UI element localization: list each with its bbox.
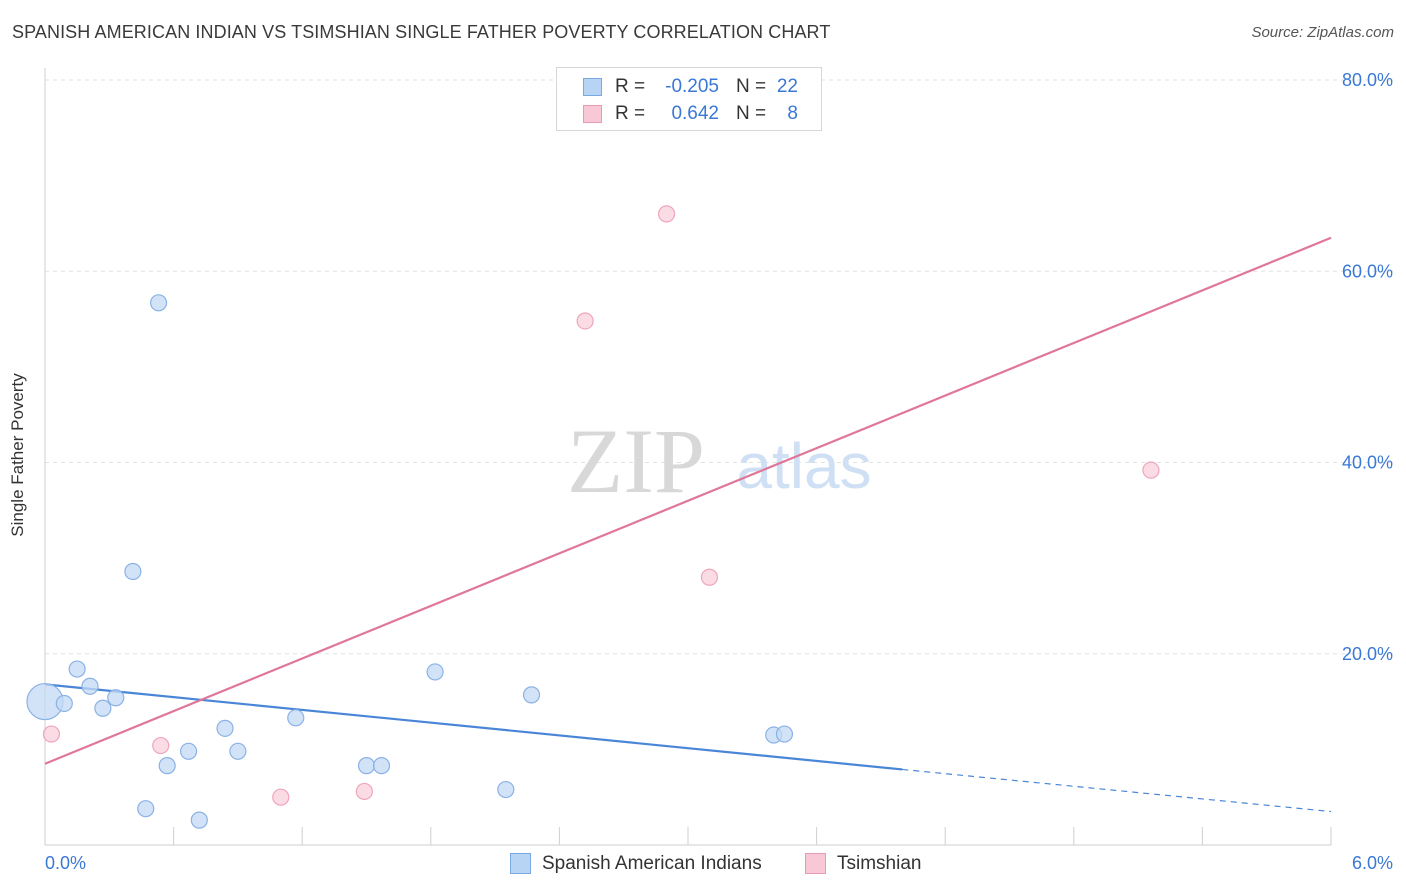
legend-r-value: 0.642	[671, 103, 719, 124]
data-point-spanish-american-indians	[775, 725, 794, 743]
legend-r-label: R =	[615, 76, 646, 97]
bottom-legend-swatch-blue	[510, 853, 531, 874]
legend-r-label: R =	[615, 103, 646, 124]
data-point-spanish-american-indians	[68, 660, 86, 678]
legend-n-value: 22	[776, 76, 798, 97]
legend-n-label: N =	[736, 76, 767, 97]
legend-n-value: 8	[787, 103, 798, 124]
bottom-legend-label: Spanish American Indians	[542, 853, 762, 874]
x-tick-label: 6.0%	[1352, 853, 1393, 873]
gridlines	[45, 79, 1395, 655]
legend-swatch-pink	[583, 105, 602, 123]
data-points	[26, 205, 1160, 829]
watermark-zip: ZIP	[567, 410, 705, 512]
trend-line-tsimshian	[44, 236, 1332, 765]
data-point-tsimshian	[152, 736, 170, 755]
data-point-tsimshian	[576, 312, 594, 330]
y-tick-label: 40.0%	[1342, 453, 1393, 473]
data-point-spanish-american-indians	[426, 663, 444, 681]
source-credit: Source: ZipAtlas.com	[1251, 24, 1394, 41]
data-point-spanish-american-indians	[81, 677, 99, 695]
data-point-spanish-american-indians	[522, 686, 541, 704]
watermark-atlas: atlas	[736, 430, 871, 502]
trend-lines	[44, 236, 1332, 813]
trend-line-spanish-american-indians	[44, 683, 903, 771]
data-point-spanish-american-indians	[497, 780, 515, 799]
trend-line-extension	[902, 768, 1332, 813]
data-point-spanish-american-indians	[357, 757, 376, 775]
data-point-spanish-american-indians	[55, 694, 73, 713]
data-point-spanish-american-indians	[180, 742, 198, 760]
data-point-spanish-american-indians	[216, 719, 234, 737]
data-point-tsimshian	[700, 568, 719, 586]
y-tick-label: 20.0%	[1342, 644, 1393, 664]
y-tick-label: 80.0%	[1342, 70, 1393, 90]
data-point-spanish-american-indians	[229, 742, 247, 760]
data-point-tsimshian	[42, 725, 61, 743]
data-point-spanish-american-indians	[287, 709, 305, 727]
legend-swatch-blue	[583, 78, 602, 96]
bottom-legend-label: Tsimshian	[837, 853, 922, 874]
data-point-tsimshian	[1142, 461, 1160, 479]
data-point-tsimshian	[272, 788, 290, 806]
data-point-spanish-american-indians	[149, 294, 168, 312]
data-point-spanish-american-indians	[94, 699, 112, 717]
data-point-tsimshian	[657, 205, 676, 223]
data-point-tsimshian	[355, 782, 373, 801]
chart-title: SPANISH AMERICAN INDIAN VS TSIMSHIAN SIN…	[12, 22, 831, 42]
data-point-spanish-american-indians	[124, 562, 142, 581]
legend-r-value: -0.205	[665, 76, 719, 97]
y-tick-label: 60.0%	[1342, 261, 1393, 281]
tick-labels: 20.0% 40.0% 60.0% 80.0% 0.0% 6.0%	[45, 70, 1393, 873]
legend-row-tsimshian: R = 0.642 N = 8	[557, 101, 821, 127]
legend-n-label: N =	[736, 103, 767, 124]
data-point-spanish-american-indians	[190, 811, 208, 829]
data-point-spanish-american-indians	[107, 689, 125, 707]
correlation-legend: R = -0.205 N = 22 R = 0.642 N = 8	[556, 67, 822, 131]
legend-row-spanish-american-indians: R = -0.205 N = 22	[557, 74, 821, 100]
y-axis-label: Single Father Poverty	[8, 373, 27, 537]
x-tick-label: 0.0%	[45, 853, 86, 873]
bottom-legend-swatch-pink	[805, 853, 826, 874]
data-point-spanish-american-indians	[158, 757, 176, 775]
data-point-spanish-american-indians	[372, 757, 391, 775]
data-point-spanish-american-indians	[137, 800, 155, 818]
